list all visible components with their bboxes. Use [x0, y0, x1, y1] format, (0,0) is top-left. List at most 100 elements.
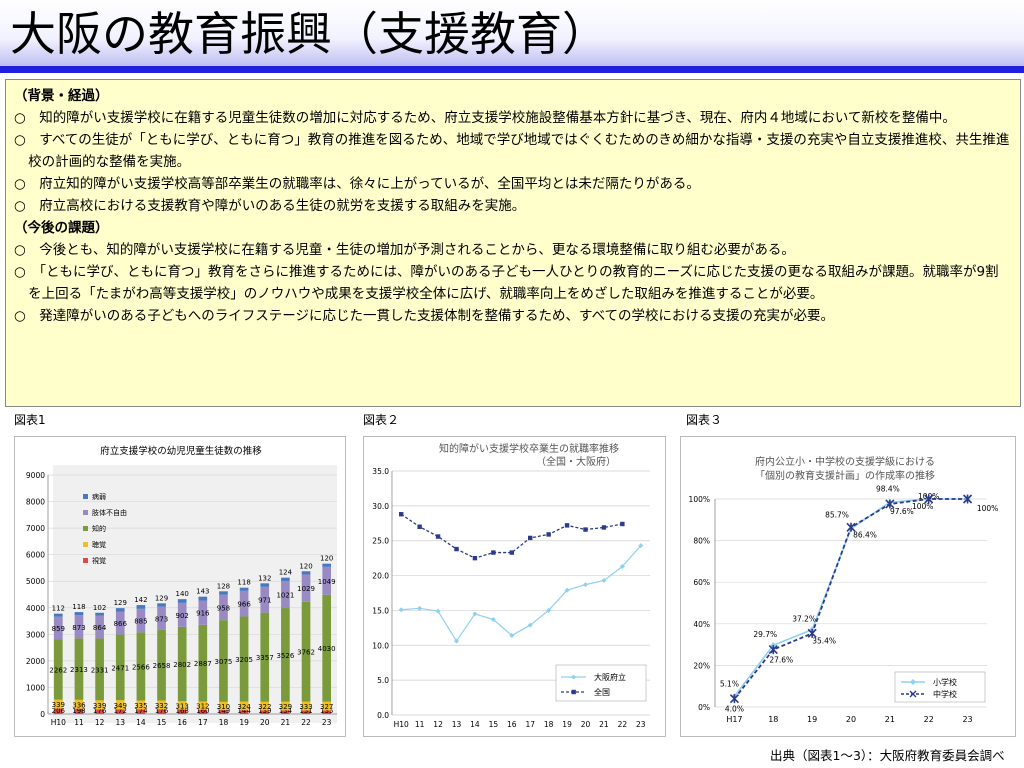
future-heading: （今後の課題） [14, 220, 109, 236]
legend-swatch [83, 510, 88, 515]
y-tick-label: 9000 [26, 471, 45, 480]
bar-value-label: 310 [217, 703, 230, 711]
bar-segment [74, 638, 84, 700]
bar-value-label: 864 [93, 624, 107, 632]
background-item: ○ 府立知的障がい支援学校高等部卒業生の就職率は、徐々に上がっているが、全国平均… [14, 176, 700, 192]
data-point [620, 521, 625, 527]
bar-segment [95, 700, 104, 710]
x-tick-label: 18 [768, 715, 778, 724]
y-tick-label: 8000 [26, 498, 45, 507]
bar-segment [53, 699, 63, 709]
data-point [472, 611, 478, 617]
bar-value-label: 118 [72, 603, 85, 611]
bar-value-label: 120 [320, 555, 333, 563]
x-tick-label: 17 [525, 720, 535, 729]
bar-value-label: 336 [72, 701, 86, 709]
y-tick-label: 5.0 [377, 676, 389, 685]
x-tick-label: H10 [394, 720, 409, 729]
bar-segment [53, 639, 63, 700]
legend-label: 病弱 [92, 492, 106, 501]
bar-value-label: 2566 [132, 663, 150, 671]
bar-value-label: 3762 [297, 649, 315, 657]
legend-label: 知的 [92, 524, 106, 533]
bar-segment [136, 700, 146, 710]
bar-segment [177, 626, 187, 702]
bar-value-label: 160 [196, 707, 209, 715]
bar-segment [198, 624, 208, 702]
x-tick-label: H17 [726, 715, 742, 724]
x-tick-label: 19 [562, 720, 572, 729]
bar-segment [301, 571, 311, 575]
x-tick-label: 20 [846, 715, 856, 724]
bar-segment [136, 605, 146, 609]
bar-segment [95, 638, 104, 701]
data-point [509, 550, 514, 555]
bar-value-label: 2887 [194, 660, 212, 668]
bar-segment [157, 709, 166, 714]
chart-title-line-2: 「個別の教育支援計画」の作成率の推移 [755, 469, 935, 482]
data-point [619, 564, 625, 570]
x-tick-label: 14 [470, 720, 480, 729]
bar-value-label: 3526 [276, 652, 294, 660]
x-tick-label: 11 [74, 718, 84, 727]
bar-value-label: 2331 [91, 666, 109, 674]
x-tick-label: 19 [239, 718, 249, 727]
bar-segment [157, 700, 166, 710]
legend-label: 中学校 [933, 689, 957, 699]
data-label: 27.6% [769, 656, 793, 665]
bar-value-label: 2313 [70, 666, 88, 674]
data-label: 98.4% [876, 484, 900, 493]
bar-value-label: 135 [320, 707, 333, 715]
data-point [435, 534, 441, 539]
y-tick-label: 0.0 [377, 711, 389, 720]
bar-segment [53, 616, 63, 640]
bar-value-label: 131 [299, 707, 312, 715]
bar-value-label: 3205 [235, 656, 253, 664]
bar-segment [115, 611, 125, 635]
legend-label: 大阪府立 [594, 672, 626, 682]
background-item: ○ 府立高校における支援教育や障がいのある生徒の就労を支援する取組みを実施。 [14, 198, 526, 214]
data-point [417, 524, 422, 529]
bar-value-label: 140 [175, 590, 188, 598]
title-bar: 大阪の教育振興（支援教育） [0, 0, 1024, 70]
data-label: 5.1% [720, 679, 739, 688]
bar-value-label: 312 [196, 703, 209, 711]
bar-value-label: 2658 [153, 662, 171, 670]
data-label: 85.7% [825, 511, 849, 520]
y-tick-label: 35.0 [372, 467, 389, 476]
y-tick-label: 15.0 [372, 606, 389, 615]
bar-segment [74, 615, 84, 639]
legend-marker [909, 690, 917, 698]
bar-value-label: 329 [279, 703, 292, 711]
bar-value-label: 176 [93, 707, 107, 715]
x-tick-label: 22 [618, 720, 628, 729]
bar-segment [322, 566, 332, 595]
y-tick-label: 0% [698, 703, 710, 712]
bar-segment [74, 708, 84, 714]
data-point [546, 532, 551, 537]
bar-value-label: 313 [175, 702, 188, 710]
series-line [401, 545, 642, 643]
data-point [583, 582, 588, 588]
bar-segment [322, 594, 332, 702]
bar-value-label: 332 [155, 702, 168, 710]
bar-segment [260, 701, 270, 711]
x-tick-label: 20 [581, 720, 591, 729]
bar-segment [115, 634, 125, 701]
bar-segment [219, 591, 228, 595]
bar-segment [115, 608, 125, 612]
y-tick-label: 6000 [26, 551, 45, 560]
bar-value-label: 322 [258, 703, 271, 711]
bar-value-label: 102 [93, 604, 106, 612]
data-point [601, 577, 607, 583]
bar-value-label: 339 [93, 702, 106, 710]
bar-value-label: 1049 [318, 578, 336, 586]
bar-segment [157, 603, 166, 607]
data-point [601, 525, 607, 530]
bar-segment [239, 587, 249, 591]
x-tick-label: 19 [807, 715, 817, 724]
bar-value-label: 174 [134, 707, 148, 715]
x-tick-label: 11 [415, 720, 425, 729]
figure-label-2: 図表２ [363, 413, 400, 427]
bar-value-label: 132 [258, 574, 271, 582]
